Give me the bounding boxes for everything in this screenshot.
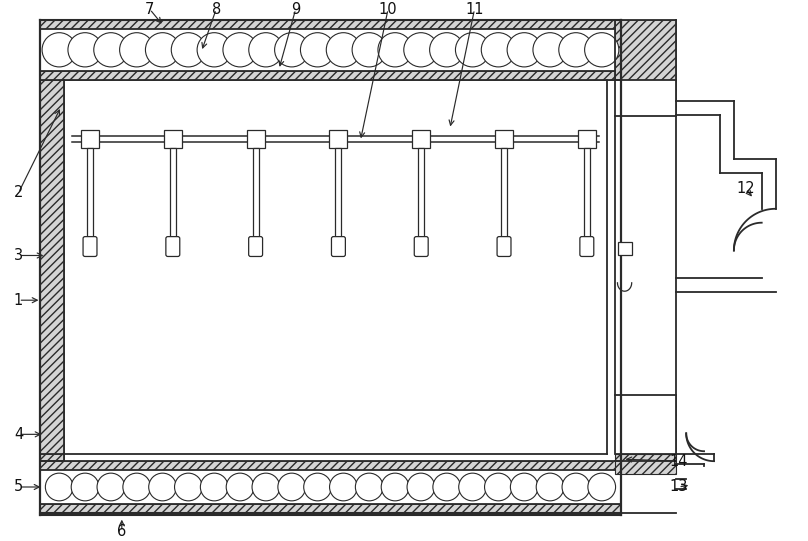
- Bar: [501, 148, 507, 239]
- Circle shape: [149, 473, 176, 501]
- Text: 8: 8: [212, 2, 221, 17]
- Circle shape: [94, 32, 128, 67]
- Bar: [617, 242, 632, 255]
- Circle shape: [537, 473, 564, 501]
- Polygon shape: [40, 20, 64, 80]
- Circle shape: [200, 473, 228, 501]
- FancyBboxPatch shape: [83, 236, 97, 256]
- Bar: [335, 148, 342, 239]
- Bar: [615, 80, 676, 454]
- Circle shape: [507, 32, 541, 67]
- Circle shape: [330, 473, 357, 501]
- Circle shape: [45, 473, 73, 501]
- Circle shape: [381, 473, 409, 501]
- Bar: [40, 29, 621, 71]
- Circle shape: [171, 32, 205, 67]
- Circle shape: [456, 32, 490, 67]
- Bar: [164, 130, 182, 148]
- Polygon shape: [40, 454, 64, 461]
- Bar: [40, 461, 621, 470]
- Circle shape: [433, 473, 461, 501]
- Text: 6: 6: [117, 524, 126, 539]
- Circle shape: [485, 473, 512, 501]
- Circle shape: [223, 32, 257, 67]
- Text: 3: 3: [14, 248, 23, 263]
- Bar: [584, 148, 590, 239]
- Text: 9: 9: [291, 2, 301, 17]
- Circle shape: [275, 32, 309, 67]
- Circle shape: [71, 473, 99, 501]
- Polygon shape: [615, 394, 676, 454]
- Text: 14: 14: [669, 454, 688, 469]
- Bar: [412, 130, 430, 148]
- Circle shape: [562, 473, 590, 501]
- Circle shape: [559, 32, 593, 67]
- Circle shape: [97, 473, 124, 501]
- Text: 4: 4: [14, 427, 23, 442]
- Circle shape: [404, 32, 438, 67]
- Circle shape: [482, 32, 516, 67]
- Bar: [330, 130, 347, 148]
- Circle shape: [301, 32, 335, 67]
- Circle shape: [459, 473, 486, 501]
- FancyBboxPatch shape: [580, 236, 594, 256]
- Circle shape: [326, 32, 360, 67]
- Text: 5: 5: [14, 479, 23, 494]
- Circle shape: [226, 473, 254, 501]
- Circle shape: [197, 32, 231, 67]
- FancyBboxPatch shape: [415, 236, 428, 256]
- Circle shape: [278, 473, 305, 501]
- Circle shape: [378, 32, 412, 67]
- Circle shape: [533, 32, 567, 67]
- Circle shape: [123, 473, 150, 501]
- Circle shape: [120, 32, 154, 67]
- Circle shape: [430, 32, 464, 67]
- Circle shape: [42, 32, 76, 67]
- Bar: [578, 130, 595, 148]
- Bar: [495, 130, 513, 148]
- Bar: [81, 130, 99, 148]
- Circle shape: [249, 32, 283, 67]
- Circle shape: [175, 473, 202, 501]
- Text: 10: 10: [379, 2, 398, 17]
- Circle shape: [585, 32, 619, 67]
- Bar: [40, 20, 621, 29]
- Text: 7: 7: [145, 2, 154, 17]
- FancyBboxPatch shape: [166, 236, 179, 256]
- Bar: [253, 148, 259, 239]
- Text: 2: 2: [14, 186, 23, 200]
- Polygon shape: [40, 80, 64, 454]
- Circle shape: [304, 473, 331, 501]
- Text: 12: 12: [737, 181, 755, 196]
- Circle shape: [68, 32, 102, 67]
- Text: 11: 11: [465, 2, 484, 17]
- Circle shape: [352, 32, 386, 67]
- Polygon shape: [615, 20, 676, 116]
- Bar: [170, 148, 176, 239]
- FancyBboxPatch shape: [249, 236, 263, 256]
- Bar: [246, 130, 264, 148]
- Circle shape: [588, 473, 616, 501]
- Bar: [40, 504, 621, 513]
- Bar: [87, 148, 93, 239]
- Text: 1: 1: [14, 293, 23, 308]
- FancyBboxPatch shape: [497, 236, 511, 256]
- Circle shape: [145, 32, 179, 67]
- Circle shape: [252, 473, 280, 501]
- Bar: [40, 71, 621, 80]
- Bar: [419, 148, 424, 239]
- Bar: [64, 80, 607, 454]
- Bar: [40, 470, 621, 504]
- FancyBboxPatch shape: [331, 236, 345, 256]
- Polygon shape: [40, 513, 64, 515]
- Bar: [615, 454, 676, 474]
- Circle shape: [407, 473, 435, 501]
- Circle shape: [356, 473, 383, 501]
- Circle shape: [511, 473, 538, 501]
- Text: 13: 13: [669, 479, 688, 494]
